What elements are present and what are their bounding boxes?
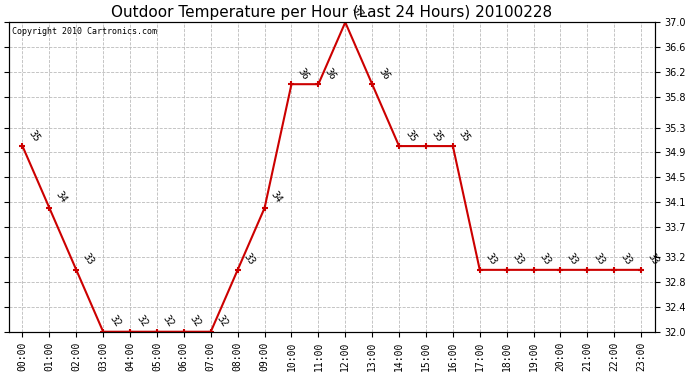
Text: 32: 32 — [161, 314, 176, 329]
Text: 33: 33 — [241, 252, 257, 267]
Text: 32: 32 — [215, 314, 230, 329]
Text: 33: 33 — [538, 252, 553, 267]
Text: 32: 32 — [135, 314, 149, 329]
Text: 33: 33 — [511, 252, 526, 267]
Text: 33: 33 — [564, 252, 580, 267]
Text: 35: 35 — [403, 128, 418, 143]
Text: Copyright 2010 Cartronics.com: Copyright 2010 Cartronics.com — [12, 27, 157, 36]
Text: 36: 36 — [376, 66, 391, 81]
Text: 35: 35 — [430, 128, 445, 143]
Text: 34: 34 — [268, 190, 284, 205]
Text: 35: 35 — [27, 128, 41, 143]
Text: 33: 33 — [81, 252, 95, 267]
Text: 32: 32 — [188, 314, 203, 329]
Text: 37: 37 — [349, 4, 364, 20]
Text: 33: 33 — [591, 252, 607, 267]
Text: 34: 34 — [54, 190, 68, 205]
Text: 33: 33 — [645, 252, 660, 267]
Text: 36: 36 — [295, 66, 310, 81]
Text: 36: 36 — [322, 66, 337, 81]
Text: 33: 33 — [618, 252, 633, 267]
Text: 33: 33 — [484, 252, 499, 267]
Title: Outdoor Temperature per Hour (Last 24 Hours) 20100228: Outdoor Temperature per Hour (Last 24 Ho… — [111, 5, 553, 20]
Text: 35: 35 — [457, 128, 472, 143]
Text: 32: 32 — [108, 314, 122, 329]
